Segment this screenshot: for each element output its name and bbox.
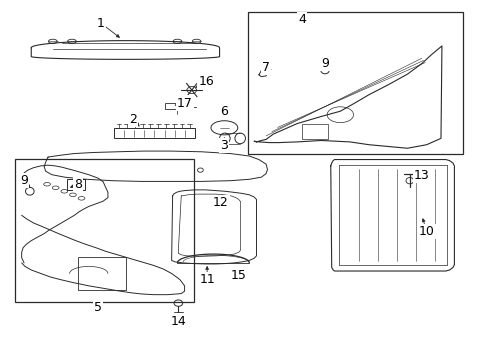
Text: 9: 9	[20, 174, 28, 187]
Bar	[165, 103, 189, 109]
Text: 16: 16	[198, 76, 214, 89]
Text: 10: 10	[418, 225, 434, 238]
Text: 5: 5	[94, 301, 102, 314]
Text: 14: 14	[170, 315, 186, 328]
Text: 7: 7	[262, 60, 269, 73]
Bar	[78, 257, 125, 290]
Text: 6: 6	[220, 105, 228, 118]
Bar	[67, 179, 85, 190]
Text: 8: 8	[74, 178, 81, 191]
Text: 4: 4	[298, 13, 305, 26]
Text: 12: 12	[212, 197, 228, 210]
Bar	[248, 13, 462, 154]
Text: 13: 13	[413, 169, 429, 182]
Text: 17: 17	[176, 96, 192, 109]
Text: 9: 9	[321, 57, 328, 70]
Bar	[302, 124, 328, 139]
Text: 15: 15	[230, 270, 246, 283]
Text: 2: 2	[129, 113, 137, 126]
Bar	[16, 159, 194, 302]
Bar	[114, 129, 194, 138]
Text: 11: 11	[199, 273, 215, 286]
Text: 1: 1	[97, 17, 104, 30]
Text: 3: 3	[220, 139, 228, 152]
